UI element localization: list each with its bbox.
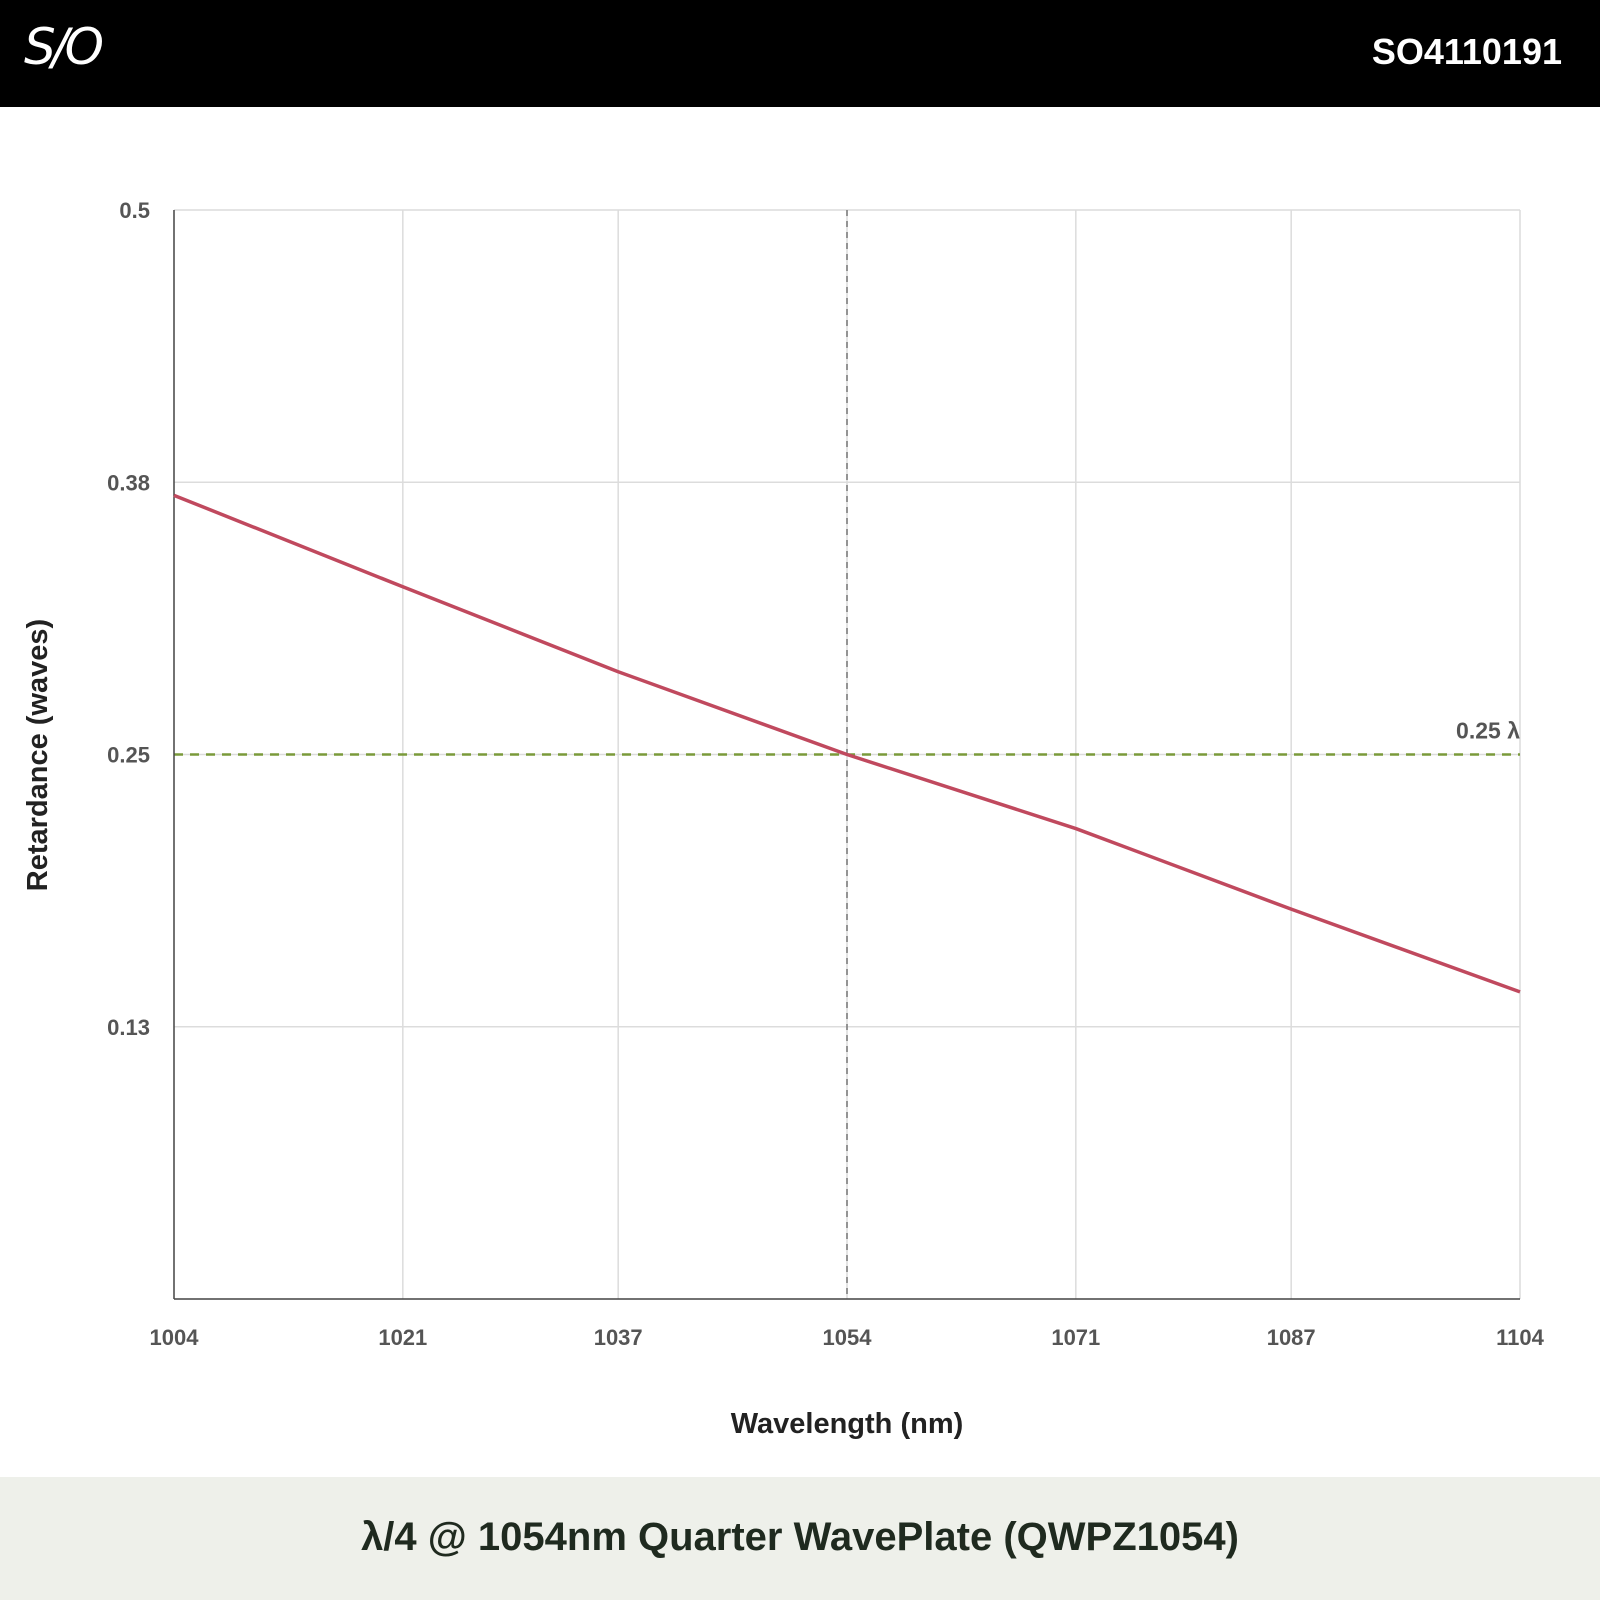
x-tick-label: 1104 [1496,1325,1544,1350]
axes [173,210,1520,1300]
reference-line-label: 0.25 λ [1456,718,1520,744]
company-logo: S/O [24,18,104,76]
series-layer [173,493,1521,994]
x-axis-title: Wavelength (nm) [731,1408,964,1440]
x-tick-label: 1087 [1267,1325,1316,1350]
product-code: SO4110191 [1371,31,1562,72]
x-tick-label: 1037 [594,1325,643,1350]
y-tick-label: 0.38 [107,470,150,495]
x-tick-label: 1071 [1051,1325,1100,1350]
y-tick-label: 0.25 [107,743,150,768]
y-tick-label: 0.5 [119,198,150,223]
chart-area: 0.25 λ 1004 1021 1037 1054 1071 1087 1104 0.5 0.… [0,107,1600,1477]
x-tick-label: 1004 [150,1325,200,1350]
footer-bar: λ/4 @ 1054nm Quarter WavePlate (QWPZ1054… [0,1477,1600,1600]
y-tick-label: 0.13 [107,1015,150,1040]
x-tick-label: 1021 [378,1325,427,1350]
tick-labels: 1004 1021 1037 1054 1071 1087 1104 0.5 0.38 0.25 0… [107,198,1544,1350]
header-bar: S/O SO4110191 [0,0,1600,107]
series-line [173,493,1521,994]
x-tick-label: 1054 [823,1325,873,1350]
y-axis-title: Retardance (waves) [22,619,54,891]
retardance-chart: 0.25 λ 1004 1021 1037 1054 1071 1087 1104 0.5 0.… [22,198,1545,1440]
chart-title: λ/4 @ 1054nm Quarter WavePlate (QWPZ1054… [361,1515,1239,1559]
